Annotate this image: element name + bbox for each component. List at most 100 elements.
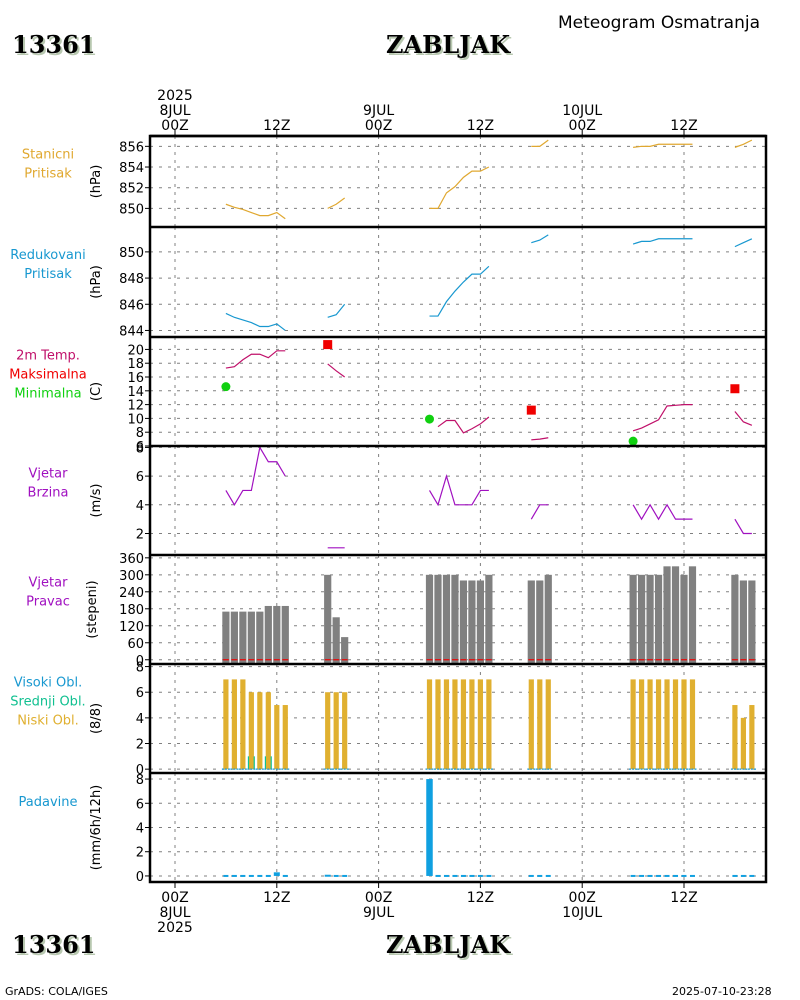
wind-dir-bar xyxy=(459,580,468,664)
ytick-label: 10 xyxy=(127,412,144,427)
ytick-label: 6 xyxy=(136,797,144,812)
series-line xyxy=(437,416,490,434)
precip-bar xyxy=(486,874,492,877)
precip-bar xyxy=(545,874,551,877)
top-time-label: 00Z xyxy=(161,118,188,134)
precip-bar xyxy=(460,874,466,877)
series-line xyxy=(429,265,490,317)
series-line xyxy=(632,404,693,432)
ytick-label: 850 xyxy=(119,246,144,261)
chart-title: Meteogram Osmatranja xyxy=(558,13,761,33)
low-cloud-bar xyxy=(672,679,679,770)
panel-temperature: (C) 2m Temp. Maksimalna Minimalna xyxy=(9,335,766,447)
low-cloud-bar xyxy=(342,692,348,770)
panel-label: Brzina xyxy=(28,486,69,501)
low-cloud-bar xyxy=(655,679,662,770)
wind-dir-bar xyxy=(536,580,544,664)
wind-dir-bar xyxy=(324,574,332,664)
mid-cloud-bar xyxy=(253,756,255,770)
y-axis-label: (m/s) xyxy=(89,484,104,518)
ytick-label: 6 xyxy=(136,686,144,701)
low-cloud-bar xyxy=(689,679,696,770)
wind-dir-bar xyxy=(476,580,484,664)
panel-label: Vjetar xyxy=(29,576,69,591)
ytick-label: 2 xyxy=(136,738,144,753)
bottom-time-label: 10JUL xyxy=(562,905,602,921)
wind-dir-bar xyxy=(222,611,230,664)
ytick-label: 8 xyxy=(136,773,144,788)
precip-bar xyxy=(324,874,331,877)
top-time-label: 10JUL xyxy=(562,103,602,119)
wind-dir-bar xyxy=(434,574,442,664)
series-line xyxy=(632,503,693,521)
bottom-time-label: 00Z xyxy=(161,890,188,906)
ytick-label: 18 xyxy=(127,357,144,372)
precip-bar xyxy=(426,779,433,876)
ytick-label: 856 xyxy=(119,140,144,155)
ytick-label: 850 xyxy=(119,202,144,217)
ytick-label: 8 xyxy=(136,426,144,441)
bottom-time-label: 2025 xyxy=(157,920,193,936)
panel-label: Padavine xyxy=(19,795,78,810)
wind-dir-bar xyxy=(646,574,654,664)
precip-bar xyxy=(732,874,738,877)
series-line xyxy=(327,303,346,318)
precip-bar xyxy=(656,874,662,877)
ytick-label: 6 xyxy=(136,470,144,485)
tmin-marker xyxy=(221,382,231,392)
low-cloud-bar xyxy=(740,717,746,770)
series-line xyxy=(428,474,489,507)
y-axis-label: (stepeni) xyxy=(85,580,100,638)
series-line xyxy=(734,238,753,248)
ytick-label: 4 xyxy=(136,822,144,837)
panel-label: Pravac xyxy=(26,595,70,610)
series-line xyxy=(531,437,549,441)
top-time-label: 9JUL xyxy=(363,103,394,119)
low-cloud-bar xyxy=(477,679,483,770)
precip-bar xyxy=(273,872,280,876)
panel-reduced-pressure: (hPa) Redukovani Pritisak xyxy=(10,225,766,337)
panel-label: Minimalna xyxy=(14,387,81,402)
wind-dir-bar xyxy=(485,574,493,664)
ytick-label: 0 xyxy=(136,870,144,885)
low-cloud-bar xyxy=(248,692,254,770)
wind-dir-bar xyxy=(739,580,747,664)
wind-dir-bar xyxy=(544,574,552,664)
precip-bar xyxy=(749,874,755,877)
ytick-label: 0 xyxy=(136,654,144,669)
low-cloud-bar xyxy=(486,679,492,770)
tmax-marker xyxy=(323,340,333,350)
wind-dir-bar xyxy=(247,611,255,664)
low-cloud-bar xyxy=(443,679,450,770)
series-line xyxy=(429,166,490,209)
ytick-label: 848 xyxy=(119,272,144,287)
wind-dir-bar xyxy=(688,566,697,664)
top-time-label: 12Z xyxy=(263,118,290,134)
wind-dir-bar xyxy=(731,574,739,664)
panel-label: Vjetar xyxy=(29,467,69,482)
series-line xyxy=(225,445,286,506)
mid-cloud-bar xyxy=(264,756,267,770)
precip-bar xyxy=(537,874,543,877)
precip-bar xyxy=(282,874,288,877)
panel-cloud-cover: (8/8) Visoki Obl. Srednji Obl. Niski Obl. xyxy=(10,662,766,773)
series-line xyxy=(633,143,693,148)
ytick-label: 120 xyxy=(119,620,144,635)
series-line xyxy=(327,363,346,378)
bottom-time-label: 00Z xyxy=(568,890,595,906)
low-cloud-bar xyxy=(681,679,687,770)
precip-bar xyxy=(452,874,458,877)
ytick-label: 852 xyxy=(119,182,144,197)
bottom-time-label: 9JUL xyxy=(363,905,394,921)
wind-dir-bar xyxy=(468,580,476,664)
precip-bar xyxy=(673,874,679,877)
precip-bar xyxy=(528,874,534,877)
wind-dir-bar xyxy=(629,574,637,664)
low-cloud-bar xyxy=(647,679,653,770)
low-cloud-bar xyxy=(333,692,339,770)
timestamp: 2025-07-10-23:28 xyxy=(672,985,772,998)
y-axis-label: (mm/6h/12h) xyxy=(89,785,104,871)
panel-label: Pritisak xyxy=(24,267,72,282)
low-cloud-bar xyxy=(545,679,551,770)
